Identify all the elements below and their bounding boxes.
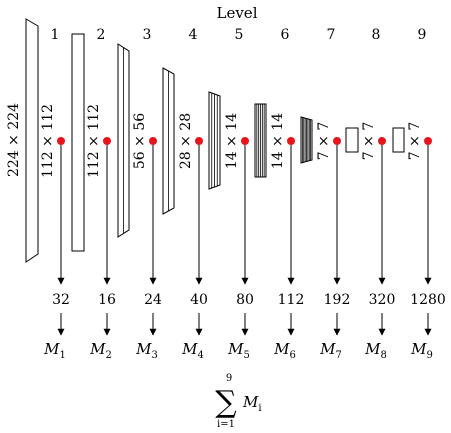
model-label-4: M4 bbox=[181, 340, 204, 361]
model-label-8: M8 bbox=[364, 340, 387, 361]
resolution-label-5: 14 × 14 bbox=[224, 113, 240, 169]
channel-count-3: 24 bbox=[144, 292, 162, 308]
channel-count-8: 320 bbox=[369, 292, 396, 308]
level-number-4: 4 bbox=[189, 27, 198, 43]
tap-point-7 bbox=[333, 137, 341, 145]
resolution-label-7: 7 × 7 bbox=[316, 122, 332, 160]
level-number-9: 9 bbox=[418, 27, 427, 43]
tap-point-3 bbox=[149, 137, 157, 145]
sum-lower-limit: i=1 bbox=[217, 419, 235, 430]
model-label-2: M2 bbox=[89, 340, 112, 361]
tap-point-4 bbox=[195, 137, 203, 145]
tap-point-9 bbox=[424, 137, 432, 145]
sigma-symbol: ∑ bbox=[215, 385, 237, 420]
channel-count-1: 32 bbox=[52, 292, 70, 308]
channel-count-6: 112 bbox=[278, 292, 305, 308]
channel-count-2: 16 bbox=[98, 292, 116, 308]
levels: 1 112 × 112 32 M1 2 112 × 112 16 M2 3 56 × 56 24 M3… bbox=[40, 27, 446, 361]
resolution-label-2: 112 × 112 bbox=[86, 104, 102, 178]
model-label-9: M9 bbox=[410, 340, 433, 361]
level-number-1: 1 bbox=[51, 27, 60, 43]
feature-map-block-2 bbox=[71, 33, 85, 252]
sum-expression: 9 ∑ i=1 Mi bbox=[215, 373, 261, 430]
feature-map-block-9 bbox=[392, 127, 405, 153]
level-number-2: 2 bbox=[97, 27, 106, 43]
level-number-7: 7 bbox=[327, 27, 336, 43]
model-label-5: M5 bbox=[227, 340, 250, 361]
resolution-label-6: 14 × 14 bbox=[270, 113, 286, 169]
tap-point-5 bbox=[241, 137, 249, 145]
tap-point-1 bbox=[57, 137, 65, 145]
feature-map-block-8 bbox=[345, 127, 359, 153]
sum-upper-limit: 9 bbox=[226, 373, 232, 384]
model-label-3: M3 bbox=[135, 340, 158, 361]
channel-count-4: 40 bbox=[190, 292, 208, 308]
resolution-label-1: 112 × 112 bbox=[40, 104, 56, 178]
model-label-7: M7 bbox=[319, 340, 342, 361]
channel-count-5: 80 bbox=[236, 292, 254, 308]
input-resolution: 224 × 224 bbox=[6, 103, 22, 177]
level-number-3: 3 bbox=[143, 27, 152, 43]
resolution-label-3: 56 × 56 bbox=[132, 113, 148, 169]
tap-point-2 bbox=[103, 137, 111, 145]
input-slab bbox=[25, 18, 39, 263]
level-number-6: 6 bbox=[281, 27, 290, 43]
model-label-6: M6 bbox=[273, 340, 296, 361]
resolution-label-4: 28 × 28 bbox=[178, 113, 194, 169]
level-number-8: 8 bbox=[372, 27, 381, 43]
resolution-label-8: 7 × 7 bbox=[361, 122, 377, 160]
level-number-5: 5 bbox=[235, 27, 244, 43]
tap-point-6 bbox=[287, 137, 295, 145]
channel-count-9: 1280 bbox=[410, 292, 446, 308]
model-label-1: M1 bbox=[43, 340, 66, 361]
channel-count-7: 192 bbox=[324, 292, 351, 308]
level-title: Level bbox=[217, 4, 258, 22]
tap-point-8 bbox=[378, 137, 386, 145]
sum-term: Mi bbox=[242, 393, 262, 414]
resolution-label-9: 7 × 7 bbox=[407, 122, 423, 160]
